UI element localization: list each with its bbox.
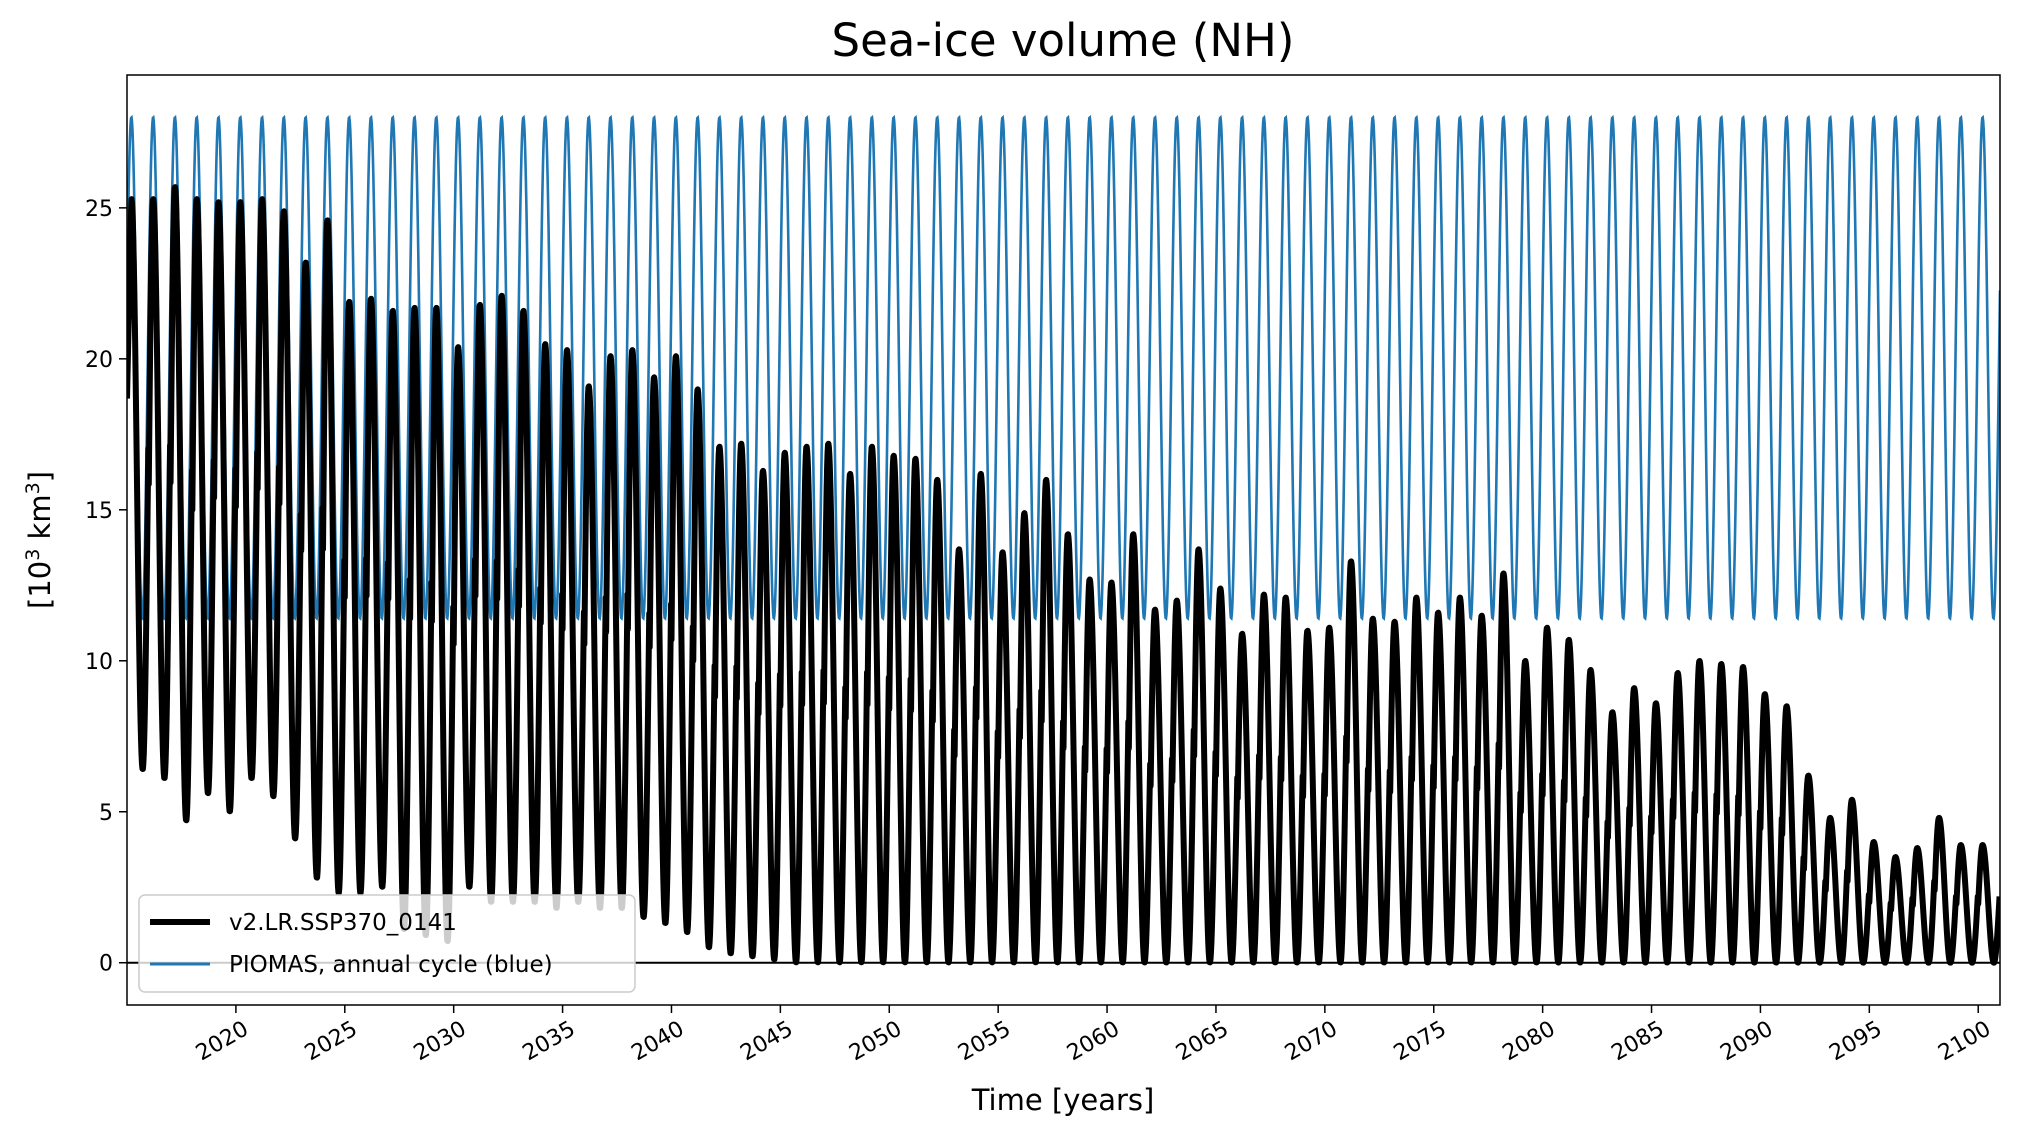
series-layer <box>127 114 2000 966</box>
y-axis: 0 5 10 15 20 25 <box>85 197 127 977</box>
chart-title: Sea-ice volume (NH) <box>832 14 1295 67</box>
x-tick-label: 2080 <box>1499 1017 1560 1067</box>
y-axis-label: [103 km3] <box>22 471 57 609</box>
y-tick-label: 10 <box>85 650 113 675</box>
x-tick-label: 2075 <box>1390 1017 1451 1067</box>
legend-label-model: v2.LR.SSP370_0141 <box>229 910 457 936</box>
x-tick-label: 2020 <box>192 1017 253 1067</box>
series-line-piomas <box>127 114 2000 621</box>
x-tick-label: 2035 <box>519 1017 580 1067</box>
y-tick-label: 25 <box>85 197 113 222</box>
x-tick-label: 2025 <box>301 1017 362 1067</box>
legend-box <box>138 894 636 993</box>
y-tick-label: 15 <box>85 499 113 524</box>
legend: v2.LR.SSP370_0141 PIOMAS, annual cycle (… <box>138 894 636 993</box>
x-axis-label: Time [years] <box>971 1083 1155 1117</box>
y-tick-label: 5 <box>99 801 113 826</box>
x-tick-label: 2030 <box>410 1017 471 1067</box>
x-tick-label: 2055 <box>954 1017 1015 1067</box>
x-tick-label: 2040 <box>627 1017 688 1067</box>
x-tick-label: 2100 <box>1934 1017 1995 1067</box>
legend-label-piomas: PIOMAS, annual cycle (blue) <box>229 952 553 978</box>
y-tick-label: 20 <box>85 348 113 373</box>
x-tick-label: 2085 <box>1608 1017 1669 1067</box>
x-tick-label: 2060 <box>1063 1017 1124 1067</box>
x-tick-label: 2065 <box>1172 1017 1233 1067</box>
series-line-model <box>127 184 2000 966</box>
x-axis: 2020 2025 2030 2035 2040 2045 2050 2055 2060 2065… <box>192 1005 1995 1066</box>
x-tick-label: 2095 <box>1825 1017 1886 1067</box>
plot-frame <box>126 74 2001 1006</box>
x-tick-label: 2050 <box>845 1017 906 1067</box>
y-tick-label: 0 <box>99 952 113 977</box>
x-tick-label: 2045 <box>736 1017 797 1067</box>
x-tick-label: 2090 <box>1716 1017 1777 1067</box>
x-tick-label: 2070 <box>1281 1017 1342 1067</box>
